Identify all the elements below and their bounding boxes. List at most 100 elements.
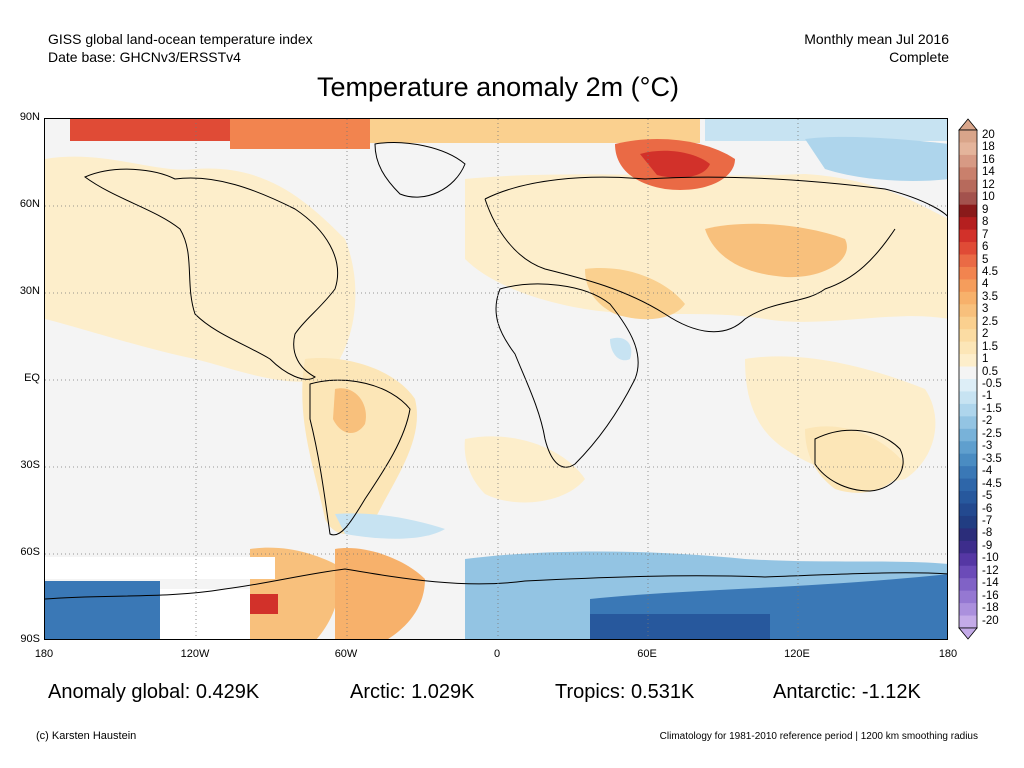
colorbar-swatch <box>959 416 977 430</box>
stat-global: Anomaly global: 0.429K <box>48 681 260 703</box>
colorbar-swatch <box>959 204 977 218</box>
status-label: Complete <box>889 49 949 65</box>
colorbar-level-label: 20 <box>982 129 995 141</box>
period-label: Monthly mean Jul 2016 <box>804 31 949 47</box>
colorbar-level-label: 8 <box>982 216 989 229</box>
colorbar-swatch <box>959 466 977 480</box>
lon-label-60w: 60W <box>334 648 358 660</box>
colorbar-level-label: -2.5 <box>982 427 1002 440</box>
colorbar-level-label: 6 <box>982 241 989 254</box>
colorbar-level-label: 16 <box>982 153 995 166</box>
arctic-band-orange <box>230 119 370 149</box>
antarctica-outline <box>45 568 947 600</box>
lat-label-30s: 30S <box>20 459 40 471</box>
graticule <box>45 119 947 639</box>
anomaly-south-america-warm <box>302 358 417 534</box>
australia-outline <box>814 429 904 492</box>
anomaly-middle-east-warm <box>585 268 685 320</box>
colorbar-level-label: 1 <box>982 353 989 366</box>
lat-label-eq: EQ <box>24 372 40 384</box>
colorbar-swatch <box>959 565 977 579</box>
north-america-outline <box>84 168 339 380</box>
europe-asia-outline <box>484 176 947 333</box>
colorbar-level-label: -3 <box>982 440 993 453</box>
lat-label-30n: 30N <box>19 285 40 297</box>
colorbar-swatch <box>959 391 977 405</box>
stat-antarctic: Antarctic: -1.12K <box>773 681 921 703</box>
colorbar-level-label: -10 <box>982 552 999 565</box>
west-antarctica-cold <box>45 581 160 639</box>
colorbar-level-label: 9 <box>982 203 989 216</box>
lat-label-60s: 60S <box>20 546 40 558</box>
colorbar-swatch <box>959 528 977 542</box>
colorbar-level-label: -1 <box>982 390 993 403</box>
colorbar-swatch <box>959 354 977 368</box>
colorbar-level-label: 18 <box>982 141 995 154</box>
colorbar-swatch <box>959 478 977 492</box>
colorbar-swatch <box>959 403 977 417</box>
anomaly-north-america-warm <box>45 156 356 382</box>
south-america-outline <box>309 379 411 536</box>
colorbar-swatch <box>959 379 977 392</box>
colorbar-swatch <box>959 279 977 293</box>
arctic-pacific-cold <box>705 119 947 141</box>
colorbar-level-label: 4.5 <box>982 265 998 278</box>
anomaly-antarctic-peninsula-hot <box>250 594 278 614</box>
anomaly-australia-warm <box>805 426 905 493</box>
colorbar-swatch <box>959 304 977 318</box>
colorbar-level-label: -14 <box>982 577 999 590</box>
colorbar-level-label: 10 <box>982 191 995 204</box>
colorbar-level-label: -9 <box>982 539 993 552</box>
pacific-missing-data <box>45 557 275 579</box>
stat-tropics: Tropics: 0.531K <box>555 681 695 703</box>
arctic-band-red <box>70 119 230 141</box>
anomaly-central-asia-warm <box>705 223 847 278</box>
anomaly-atlantic-south-warm <box>464 436 585 503</box>
colorbar-level-label: 4 <box>982 278 989 291</box>
colorbar-swatch <box>959 254 977 268</box>
east-antarctica-core <box>590 614 770 639</box>
climatology-note: Climatology for 1981-2010 reference peri… <box>659 731 978 742</box>
arctic-siberia-core <box>640 150 710 178</box>
colorbar-swatch <box>959 341 977 355</box>
colorbar-level-label: 0.5 <box>982 365 998 378</box>
colorbar-swatch <box>959 266 977 280</box>
stat-arctic: Arctic: 1.029K <box>350 681 475 703</box>
colorbar-swatch <box>959 366 977 380</box>
colorbar-swatch <box>959 491 977 504</box>
colorbar-level-label: -7 <box>982 514 993 527</box>
anomaly-map <box>44 118 948 640</box>
colorbar-max-arrow <box>958 118 978 131</box>
colorbar-level-label: -16 <box>982 589 999 602</box>
colorbar-swatch <box>959 441 977 455</box>
colorbar-swatch <box>959 192 977 206</box>
colorbar-level-label: 3.5 <box>982 290 998 303</box>
colorbar-level-label: 3 <box>982 303 989 316</box>
colorbar-level-label: 7 <box>982 228 989 241</box>
colorbar-level-label: -4 <box>982 465 993 478</box>
africa-outline <box>495 283 639 468</box>
colorbar-swatch <box>959 242 977 255</box>
colorbar-swatch <box>959 291 977 305</box>
colorbar-swatch <box>959 603 977 617</box>
anomaly-amazon-warm <box>333 388 366 434</box>
colorbar-level-label: 2 <box>982 328 989 341</box>
lat-label-90s: 90S <box>20 633 40 645</box>
colorbar-level-label: -0.5 <box>982 378 1002 390</box>
colorbar-swatch <box>959 142 977 156</box>
lon-label-180w: 180 <box>34 648 54 660</box>
colorbar-swatch <box>959 428 977 442</box>
dataset-name: GISS global land-ocean temperature index <box>48 31 313 47</box>
colorbar-labels: 20 18 16 14 12 10 9 8 7 6 5 4.5 4 3.5 3 2.5 2 1.5 1 0.5 -0.5… <box>982 118 1024 640</box>
colorbar-swatch <box>959 503 977 517</box>
colorbar-level-label: -1.5 <box>982 402 1002 415</box>
arctic-warm <box>70 119 735 190</box>
colorbar-swatch <box>959 179 977 193</box>
colorbar-swatch <box>959 540 977 554</box>
lon-label-60e: 60E <box>637 648 657 660</box>
colorbar-level-label: -8 <box>982 527 993 540</box>
antarctic-missing-data <box>160 589 250 639</box>
colorbar-swatch <box>959 154 977 168</box>
colorbar-level-label: 12 <box>982 178 995 191</box>
colorbar-level-label: -5 <box>982 490 993 503</box>
